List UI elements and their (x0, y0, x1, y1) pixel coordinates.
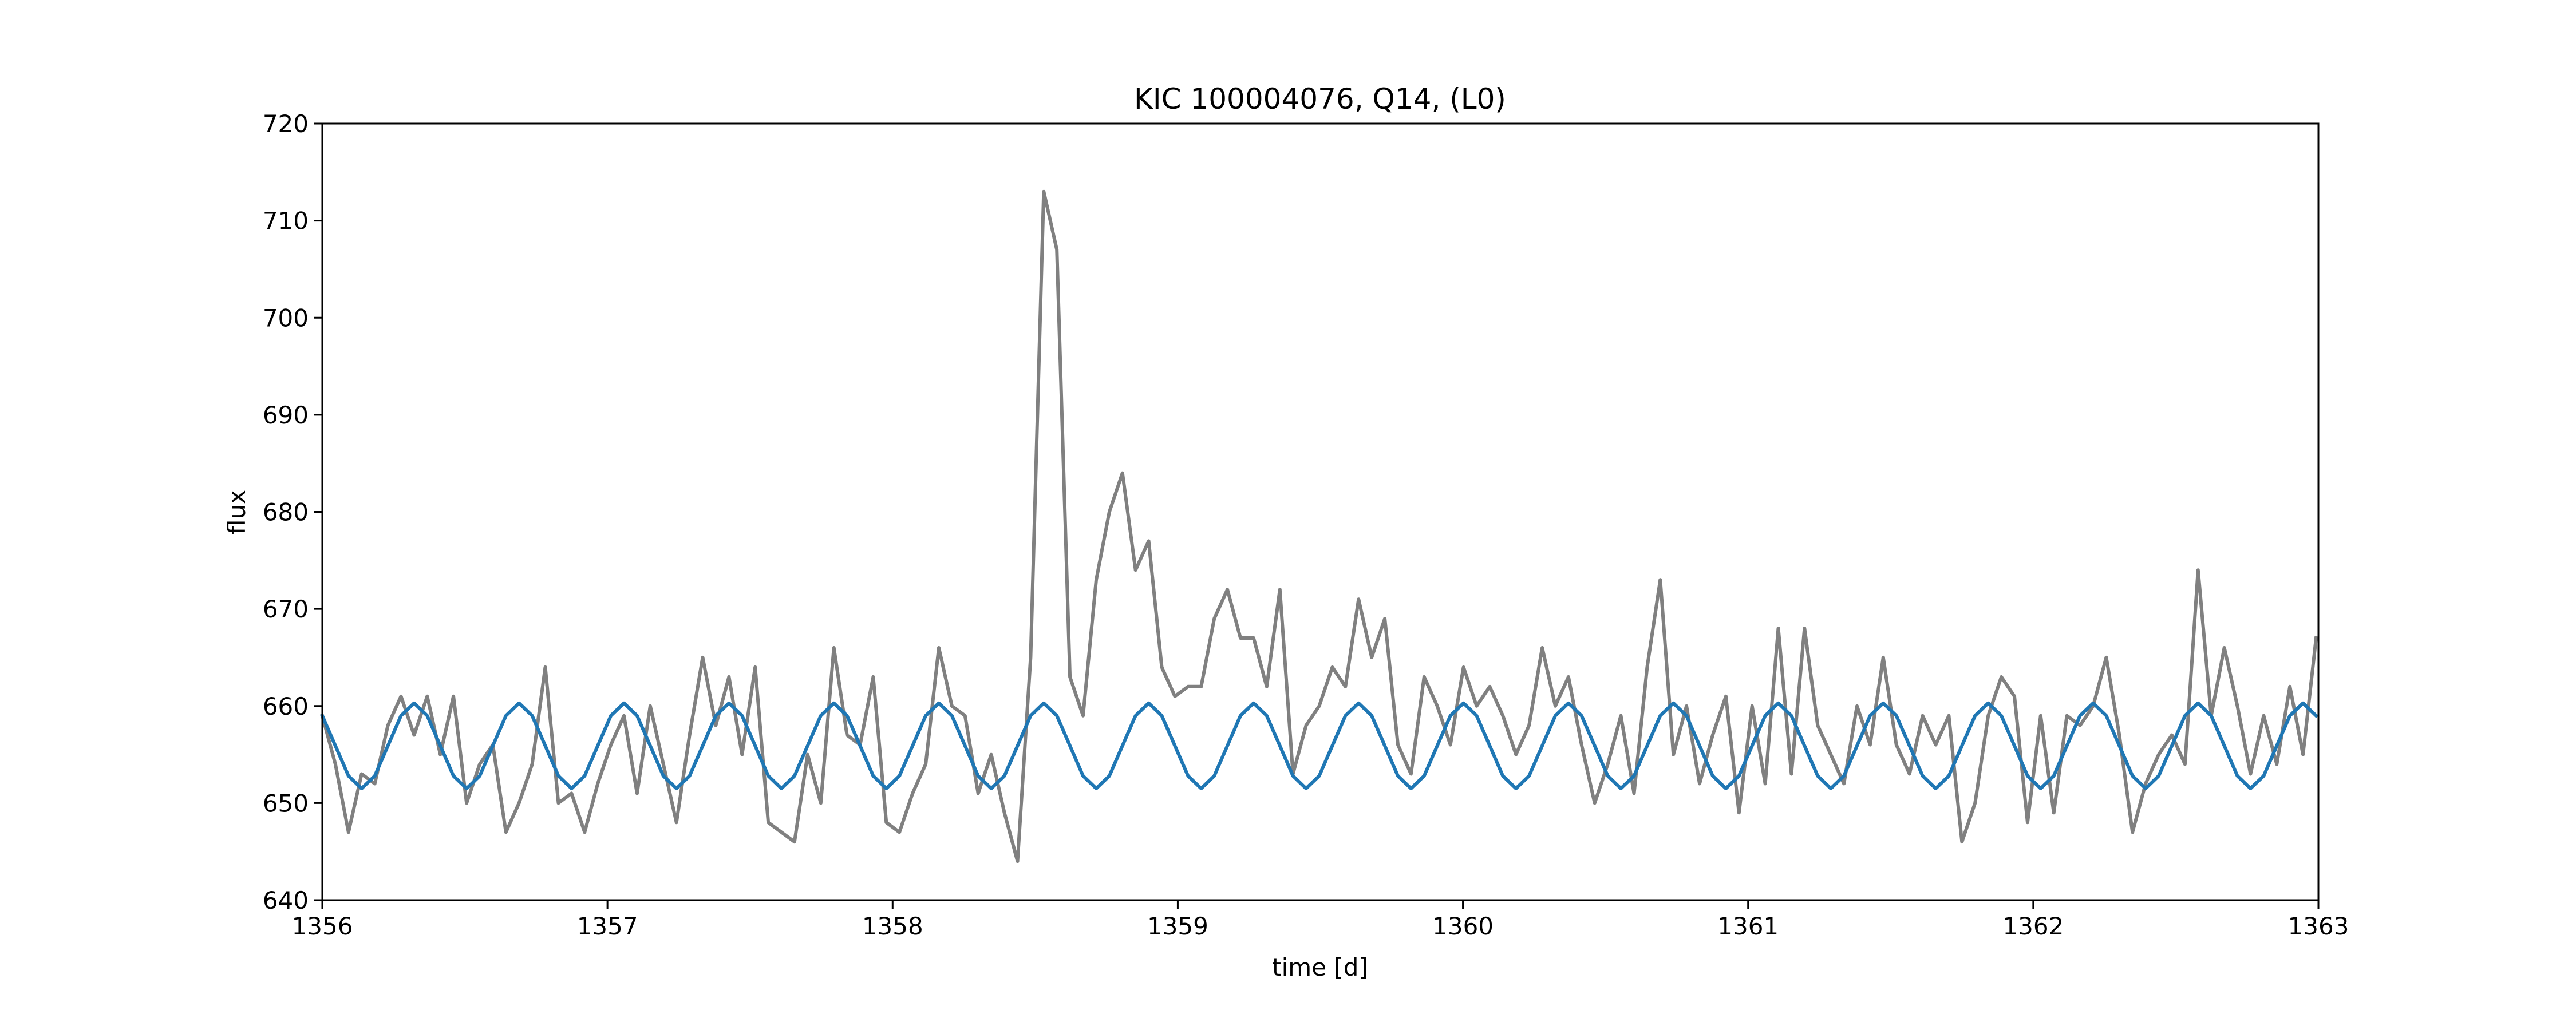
y-tick-label: 670 (263, 595, 309, 623)
x-tick-label: 1360 (1432, 912, 1494, 940)
x-axis-label: time [d] (1272, 953, 1368, 981)
x-tick-label: 1362 (2002, 912, 2064, 940)
y-tick-label: 640 (263, 886, 309, 914)
y-tick-label: 650 (263, 789, 309, 817)
y-tick-label: 700 (263, 304, 309, 332)
x-tick-label: 1358 (862, 912, 923, 940)
y-tick-label: 710 (263, 207, 309, 235)
chart-title: KIC 100004076, Q14, (L0) (1134, 82, 1506, 116)
y-tick-label: 660 (263, 692, 309, 720)
plot-area (320, 189, 2319, 863)
y-tick-label: 720 (263, 110, 309, 138)
x-tick-label: 1357 (577, 912, 638, 940)
x-tick-label: 1363 (2288, 912, 2349, 940)
y-axis-label: flux (223, 490, 251, 534)
y-tick-label: 690 (263, 401, 309, 429)
data-line (320, 701, 2319, 790)
data-line (320, 189, 2318, 863)
y-tick-label: 680 (263, 498, 309, 526)
x-tick-label: 1359 (1147, 912, 1208, 940)
x-tick-label: 1361 (1717, 912, 1779, 940)
x-tick-label: 1356 (292, 912, 353, 940)
